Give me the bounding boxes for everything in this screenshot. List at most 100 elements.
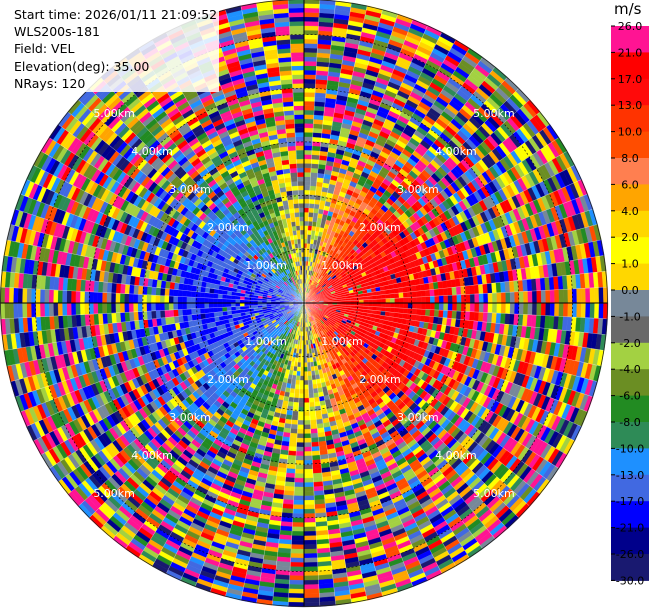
velocity-gate (505, 302, 511, 314)
velocity-gate (478, 293, 484, 304)
velocity-gate (303, 216, 309, 222)
velocity-gate (311, 446, 320, 452)
velocity-gate (483, 302, 489, 313)
velocity-gate (293, 495, 305, 501)
velocity-gate (532, 290, 538, 304)
velocity-gate (308, 207, 315, 213)
velocity-gate (554, 302, 560, 317)
velocity-gate (496, 292, 502, 304)
velocity-gate (303, 34, 319, 40)
velocity-gate (303, 508, 316, 514)
velocity-gate (363, 302, 369, 307)
velocity-gate (416, 296, 422, 304)
velocity-gate (452, 294, 458, 304)
velocity-gate (403, 302, 409, 309)
velocity-gate (394, 297, 400, 304)
velocity-gate (394, 307, 400, 314)
velocity-gate (397, 312, 404, 319)
velocity-gate (303, 491, 315, 497)
velocity-gate (389, 293, 395, 299)
velocity-gate (303, 433, 312, 439)
velocity-gate (290, 544, 305, 550)
velocity-gate (287, 454, 297, 461)
velocity-gate (312, 463, 322, 470)
velocity-gate (527, 290, 533, 304)
velocity-gate (465, 294, 471, 304)
velocity-gate (500, 302, 507, 314)
velocity-gate (473, 311, 480, 322)
velocity-gate (455, 286, 462, 296)
velocity-gate (303, 380, 309, 386)
velocity-gate (298, 406, 305, 412)
velocity-gate (303, 198, 310, 204)
velocity-gate (589, 302, 595, 319)
velocity-gate (291, 535, 305, 541)
velocity-gate (295, 379, 301, 385)
velocity-gate (438, 302, 444, 311)
velocity-gate (303, 513, 316, 519)
velocity-gate (303, 176, 311, 182)
velocity-gate (527, 302, 533, 316)
velocity-gate (303, 127, 314, 133)
velocity-gate (487, 292, 493, 304)
velocity-gate (303, 180, 311, 186)
velocity-gate (310, 432, 319, 439)
velocity-gate (303, 402, 310, 408)
velocity-gate (299, 389, 305, 394)
velocity-gate (536, 290, 542, 304)
velocity-gate (303, 229, 308, 235)
velocity-gate (303, 105, 315, 111)
velocity-gate (290, 553, 305, 559)
velocity-gate (303, 29, 319, 36)
velocity-gate (314, 199, 321, 205)
velocity-gate (309, 189, 316, 196)
velocity-gate (303, 579, 319, 585)
velocity-gate (303, 482, 314, 488)
velocity-gate (293, 499, 305, 506)
velocity-gate (303, 517, 316, 523)
velocity-gate (303, 7, 320, 13)
velocity-gate (390, 298, 395, 304)
velocity-gate (376, 302, 382, 308)
velocity-gate (430, 295, 435, 304)
velocity-gate (303, 588, 320, 594)
velocity-gate (307, 225, 313, 231)
velocity-gate (425, 289, 431, 297)
velocity-gate (421, 296, 427, 304)
velocity-gate (380, 306, 386, 312)
velocity-gate (447, 310, 453, 319)
velocity-gate (303, 544, 318, 550)
velocity-gate (303, 43, 318, 49)
velocity-gate (434, 295, 440, 304)
velocity-gate (287, 450, 297, 456)
velocity-gate (376, 294, 382, 300)
velocity-gate (540, 302, 546, 316)
velocity-gate (286, 463, 296, 470)
velocity-gate (429, 289, 435, 297)
velocity-gate (290, 428, 298, 434)
velocity-gate (407, 297, 413, 304)
velocity-gate (292, 401, 299, 408)
velocity-gate (311, 450, 321, 456)
velocity-gate (303, 393, 310, 399)
velocity-gate (303, 212, 309, 217)
velocity-gate (299, 375, 305, 381)
velocity-gate (397, 287, 404, 294)
velocity-gate (292, 513, 305, 519)
velocity-gate (303, 442, 312, 448)
velocity-gate (303, 123, 314, 129)
velocity-gate (303, 584, 320, 590)
velocity-gate (313, 396, 320, 403)
velocity-gate (303, 371, 308, 377)
velocity-gate (474, 293, 480, 304)
velocity-gate (303, 65, 317, 71)
velocity-gate (438, 288, 444, 297)
velocity-gate (295, 375, 301, 381)
ray-separator (303, 9, 383, 304)
velocity-gate (420, 290, 426, 298)
velocity-gate (385, 302, 391, 308)
velocity-gate (291, 539, 305, 545)
velocity-gate (296, 429, 305, 434)
velocity-gate (571, 302, 578, 318)
velocity-gate (456, 294, 462, 304)
